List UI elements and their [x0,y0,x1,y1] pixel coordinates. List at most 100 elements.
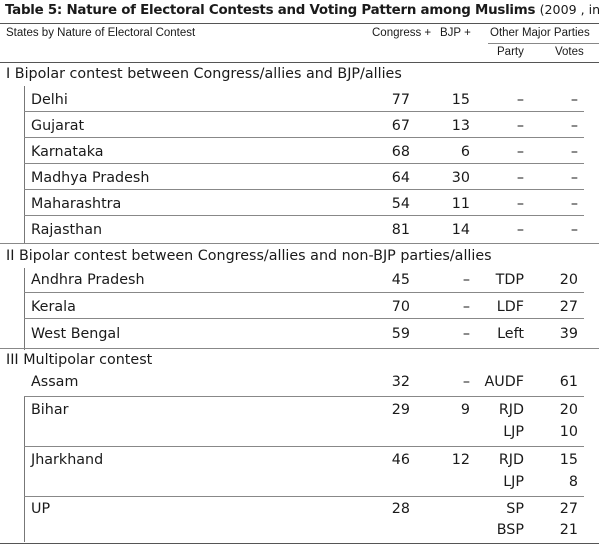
row-divider [24,396,584,397]
row-party-second: LJP [503,474,524,490]
row-party: AUDF [484,374,524,390]
row-state: Andhra Pradesh [31,272,145,288]
row-bjp: 14 [451,222,470,238]
row-divider [24,215,584,216]
row-congress: 59 [391,326,410,342]
row-votes: 61 [559,374,578,390]
header-states: States by Nature of Electoral Contest [6,27,196,39]
row-state: Rajasthan [31,222,103,238]
row-party-second: BSP [496,522,524,538]
row-votes: – [570,222,578,238]
header-other-underline [488,43,599,44]
row-bjp: 13 [451,118,470,134]
row-congress: 32 [391,374,410,390]
row-state: Assam [31,374,79,390]
row-bjp: 30 [451,170,470,186]
row-divider [24,163,584,164]
header-top-rule [0,23,599,24]
row-bjp: – [462,272,470,288]
row-divider [24,137,584,138]
row-divider [24,189,584,190]
table-title-units: (2009 , in %) [539,2,599,17]
section-indent-rule [24,268,25,350]
header-other-parties: Other Major Parties [490,27,590,39]
row-congress: 54 [391,196,410,212]
row-party: Left [497,326,524,342]
table-bottom-rule [0,543,599,544]
row-state: Kerala [31,299,76,315]
row-bjp: 11 [451,196,470,212]
header-votes: Votes [555,46,584,58]
row-party-second: LJP [503,424,524,440]
row-bjp: 12 [451,452,470,468]
row-party: – [516,92,524,108]
row-divider [24,292,584,293]
section-divider [0,348,599,349]
row-divider [24,496,584,497]
row-state: Gujarat [31,118,85,134]
row-congress: 70 [391,299,410,315]
section-indent-rule [24,396,25,542]
row-state: Jharkhand [31,452,104,468]
header-party: Party [497,46,524,58]
row-votes: – [570,118,578,134]
row-votes: 15 [559,452,578,468]
row-votes: – [570,196,578,212]
row-bjp: 6 [460,144,470,160]
row-bjp: 15 [451,92,470,108]
row-state: UP [31,501,51,517]
section-title: II Bipolar contest between Congress/alli… [6,248,492,264]
section-indent-rule [24,86,25,243]
header-bjp: BJP + [440,27,471,39]
row-state: Maharashtra [31,196,122,212]
row-divider [24,318,584,319]
section-title: III Multipolar contest [6,352,153,368]
row-congress: 81 [391,222,410,238]
header-bottom-rule [0,62,599,63]
row-bjp: – [462,326,470,342]
header-congress: Congress + [372,27,432,39]
row-bjp: 9 [460,402,470,418]
row-congress: 68 [391,144,410,160]
row-congress: 67 [391,118,410,134]
row-congress: 64 [391,170,410,186]
row-party: – [516,222,524,238]
section-divider [0,243,599,244]
row-party: – [516,196,524,212]
row-votes-second: 8 [568,474,578,490]
row-votes: – [570,170,578,186]
row-votes: – [570,144,578,160]
row-congress: 46 [391,452,410,468]
row-votes: 20 [559,402,578,418]
row-party: – [516,170,524,186]
row-congress: 45 [391,272,410,288]
row-votes: – [570,92,578,108]
row-divider [24,111,584,112]
row-bjp: – [462,299,470,315]
row-party: SP [506,501,524,517]
row-votes: 39 [559,326,578,342]
row-divider [24,446,584,447]
table-title: Table 5: Nature of Electoral Contests an… [5,2,599,18]
row-party: TDP [495,272,524,288]
row-congress: 28 [391,501,410,517]
row-state: Delhi [31,92,68,108]
row-party: – [516,118,524,134]
row-bjp: – [462,374,470,390]
row-congress: 29 [391,402,410,418]
row-votes: 20 [559,272,578,288]
row-party: RJD [498,402,524,418]
row-votes: 27 [559,501,578,517]
row-party: RJD [498,452,524,468]
row-state: Karnataka [31,144,104,160]
row-votes-second: 10 [559,424,578,440]
section-title: I Bipolar contest between Congress/allie… [6,66,402,82]
row-party: LDF [496,299,524,315]
row-congress: 77 [391,92,410,108]
row-state: West Bengal [31,326,121,342]
row-votes-second: 21 [559,522,578,538]
row-state: Bihar [31,402,69,418]
table-title-main: Table 5: Nature of Electoral Contests an… [5,3,536,18]
row-votes: 27 [559,299,578,315]
row-state: Madhya Pradesh [31,170,150,186]
